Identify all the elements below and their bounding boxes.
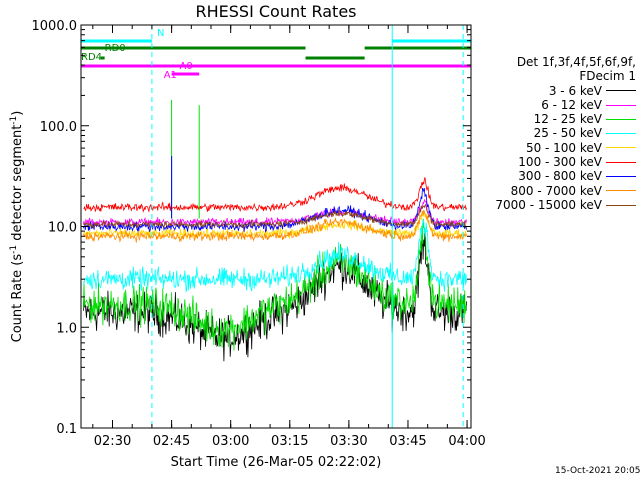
legend-swatch <box>606 104 636 106</box>
date-stamp: 15-Oct-2021 20:05 <box>555 466 640 476</box>
legend-item-label: 100 - 300 keV <box>518 155 602 170</box>
x-tick-label: 04:00 <box>448 434 485 449</box>
x-tick-label: 03:30 <box>330 434 367 449</box>
legend-item-label: 12 - 25 keV <box>533 112 602 127</box>
legend: Det 1f,3f,4f,5f,6f,9f, FDecim 1 3 - 6 ke… <box>488 55 636 212</box>
legend-swatch <box>606 118 636 120</box>
y-tick-label: 1000.0 <box>32 19 78 34</box>
legend-item: 800 - 7000 keV <box>488 184 636 198</box>
flag-label: RD0 <box>105 43 126 54</box>
legend-swatch <box>606 204 636 206</box>
legend-rows: 3 - 6 keV 6 - 12 keV 12 - 25 keV 25 - 50 ke… <box>488 84 636 213</box>
legend-item-label: 7000 - 15000 keV <box>495 197 602 212</box>
x-tick-label: 03:45 <box>389 434 426 449</box>
legend-swatch <box>606 90 636 92</box>
y-tick-label: 100.0 <box>40 120 77 135</box>
legend-item: 100 - 300 keV <box>488 155 636 169</box>
y-tick-label: 1.0 <box>56 321 77 336</box>
axis-ticks: 0.1 1.0 10.0 100.0 1000.0 02:30 02:45 03:00 03:1… <box>32 19 486 449</box>
x-tick-label: 03:15 <box>271 434 308 449</box>
legend-item: 3 - 6 keV <box>488 84 636 98</box>
legend-item: 12 - 25 keV <box>488 112 636 126</box>
legend-swatch <box>606 147 636 149</box>
legend-item-label: 25 - 50 keV <box>533 126 602 141</box>
legend-swatch <box>606 133 636 135</box>
flag-label: RD4 <box>81 52 102 63</box>
series-lines <box>83 100 467 362</box>
y-axis-label: Count Rate (s-1 detector segment-1) <box>9 111 25 343</box>
legend-item-label: 6 - 12 keV <box>541 97 602 112</box>
series-line <box>83 218 467 351</box>
flag-label: A0 <box>179 61 192 72</box>
legend-swatch <box>606 190 636 192</box>
legend-header-line-1: Det 1f,3f,4f,5f,6f,9f, <box>516 55 636 69</box>
legend-item: 7000 - 15000 keV <box>488 198 636 212</box>
legend-item: 6 - 12 keV <box>488 98 636 112</box>
flag-label: A1 <box>164 70 177 81</box>
legend-swatch <box>606 161 636 163</box>
x-tick-label: 02:30 <box>94 434 131 449</box>
series-line <box>83 203 467 230</box>
legend-item: 25 - 50 keV <box>488 126 636 140</box>
legend-item-label: 3 - 6 keV <box>548 83 602 98</box>
y-tick-label: 10.0 <box>48 221 77 236</box>
y-tick-label: 0.1 <box>56 422 77 437</box>
x-tick-label: 03:00 <box>212 434 249 449</box>
series-line <box>83 198 467 228</box>
legend-swatch <box>606 176 636 178</box>
flag-label: N <box>157 28 164 39</box>
x-tick-label: 02:45 <box>153 434 190 449</box>
legend-item: 50 - 100 keV <box>488 141 636 155</box>
x-axis-label: Start Time (26-Mar-05 02:22:02) <box>171 455 382 470</box>
legend-header-line-2: FDecim 1 <box>579 69 636 84</box>
series-line <box>83 209 467 243</box>
chart-title: RHESSI Count Rates <box>196 2 357 21</box>
legend-item-label: 800 - 7000 keV <box>510 183 602 198</box>
legend-item-label: 300 - 800 keV <box>518 169 602 184</box>
series-line <box>83 219 467 293</box>
series-line <box>83 177 467 213</box>
legend-item: 300 - 800 keV <box>488 169 636 183</box>
legend-item-label: 50 - 100 keV <box>525 140 602 155</box>
